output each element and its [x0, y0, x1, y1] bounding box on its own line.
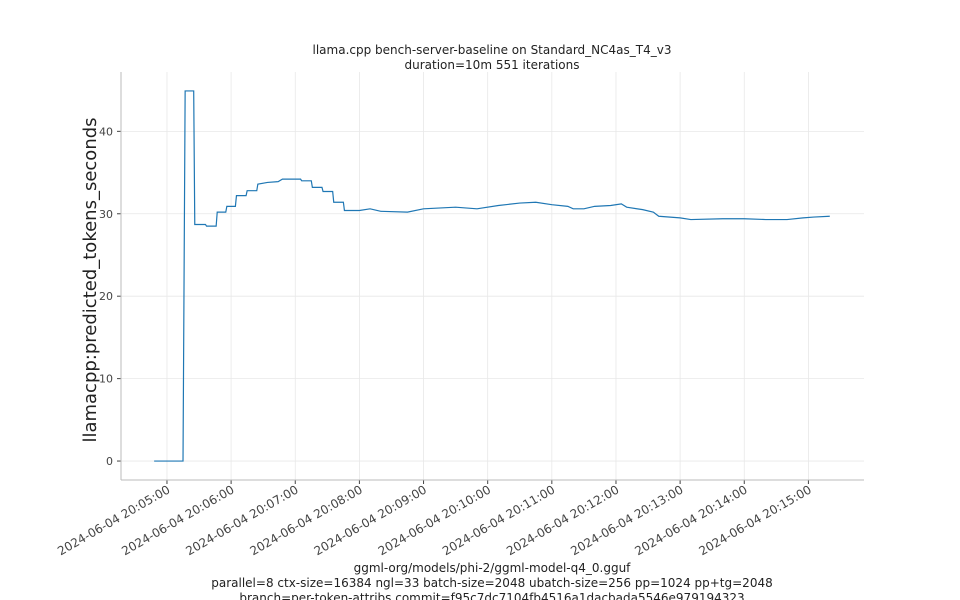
x-tick-label: 2024-06-04 20:13:00 — [568, 482, 685, 558]
y-tick-label: 20 — [99, 290, 113, 303]
x-tick-label: 2024-06-04 20:11:00 — [440, 482, 557, 558]
x-tick-label: 2024-06-04 20:15:00 — [697, 482, 814, 558]
x-tick-label: 2024-06-04 20:10:00 — [376, 482, 493, 558]
x-tick-label: 2024-06-04 20:06:00 — [119, 482, 236, 558]
x-axis-label: parallel=8 ctx-size=16384 ngl=33 batch-s… — [211, 576, 772, 590]
x-tick-label: 2024-06-04 20:12:00 — [504, 482, 621, 558]
x-tick-label: 2024-06-04 20:14:00 — [632, 482, 749, 558]
chart-subtitle: duration=10m 551 iterations — [405, 58, 580, 72]
x-tick-label: 2024-06-04 20:09:00 — [312, 482, 429, 558]
y-tick-label: 40 — [99, 125, 113, 138]
data-line — [154, 90, 830, 462]
x-axis-label: ggml-org/models/phi-2/ggml-model-q4_0.gg… — [354, 561, 632, 575]
x-tick-label: 2024-06-04 20:05:00 — [55, 482, 172, 558]
x-tick-label: 2024-06-04 20:07:00 — [183, 482, 300, 558]
y-tick-label: 10 — [99, 373, 113, 386]
x-axis-label: branch=per-token-attribs commit=f95c7dc7… — [239, 591, 744, 600]
y-axis-label: llamacpp:predicted_tokens_seconds — [80, 117, 101, 442]
y-tick-label: 0 — [106, 455, 113, 468]
y-tick-label: 30 — [99, 208, 113, 221]
chart-title: llama.cpp bench-server-baseline on Stand… — [313, 43, 672, 57]
x-tick-label: 2024-06-04 20:08:00 — [248, 482, 365, 558]
